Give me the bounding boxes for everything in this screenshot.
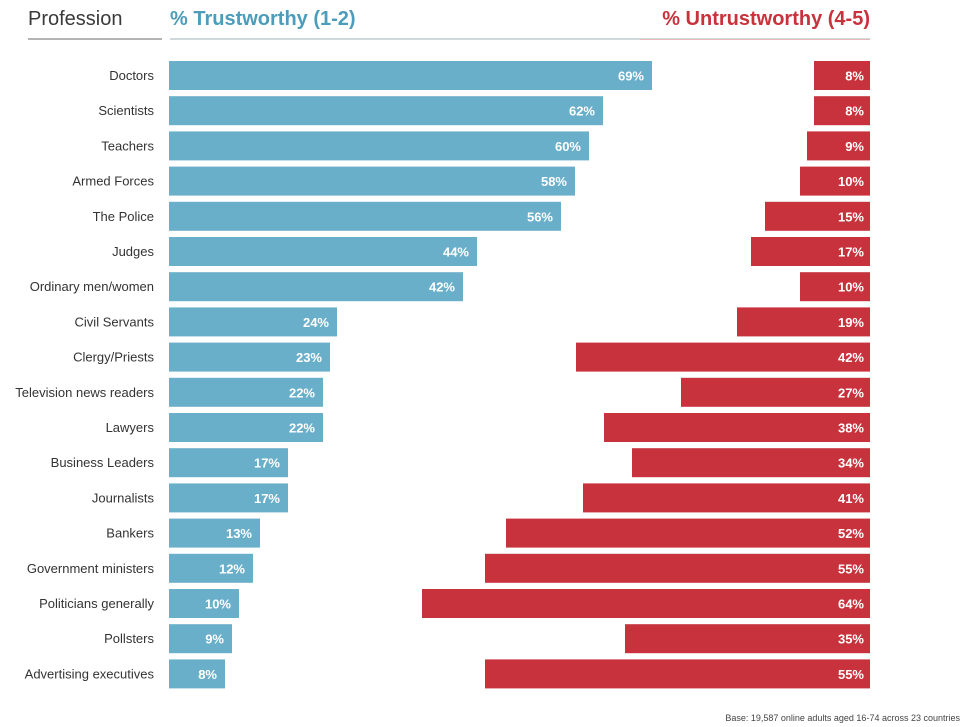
profession-header-rule (28, 38, 162, 40)
trustworthy-value-label: 24% (303, 315, 329, 330)
trustworthy-bar (169, 96, 603, 126)
trustworthy-value-label: 8% (198, 667, 217, 682)
trustworthy-bar (169, 237, 477, 266)
category-label: Television news readers (15, 385, 154, 400)
untrustworthy-value-label: 8% (845, 104, 864, 119)
untrustworthy-value-label: 52% (838, 526, 864, 541)
untrustworthy-value-label: 55% (838, 667, 864, 682)
untrustworthy-value-label: 17% (838, 245, 864, 260)
trustworthy-header: % Trustworthy (1-2) (170, 8, 356, 30)
category-label: Armed Forces (72, 174, 154, 189)
trustworthy-value-label: 56% (527, 209, 553, 224)
trustworthy-value-label: 17% (254, 491, 280, 506)
category-label: Politicians generally (39, 596, 154, 611)
untrustworthy-value-label: 10% (838, 174, 864, 189)
category-label: Pollsters (104, 631, 154, 646)
untrustworthy-value-label: 38% (838, 421, 864, 436)
untrustworthy-value-label: 10% (838, 280, 864, 295)
untrustworthy-bar (583, 483, 870, 513)
trustworthy-bar (169, 131, 589, 161)
untrustworthy-value-label: 35% (838, 632, 864, 647)
untrustworthy-bar (632, 448, 870, 478)
category-label: Lawyers (106, 420, 155, 435)
untrustworthy-header: % Untrustworthy (4-5) (662, 8, 870, 30)
category-label: Bankers (106, 526, 154, 541)
untrustworthy-bar (625, 624, 870, 654)
trustworthy-value-label: 69% (618, 69, 644, 84)
trustworthy-bar (169, 377, 323, 407)
trustworthy-value-label: 10% (205, 597, 231, 612)
trustworthy-value-label: 42% (429, 280, 455, 295)
category-label: Clergy/Priests (73, 350, 154, 365)
trustworthy-value-label: 62% (569, 104, 595, 119)
untrustworthy-value-label: 27% (838, 385, 864, 400)
untrustworthy-value-label: 34% (838, 456, 864, 471)
trustworthy-bar (169, 307, 337, 337)
category-label: Business Leaders (51, 455, 155, 470)
untrustworthy-value-label: 55% (838, 561, 864, 576)
trustworthy-bar (169, 483, 288, 513)
category-label: Journalists (92, 490, 155, 505)
base-note: Base: 19,587 online adults aged 16-74 ac… (725, 713, 960, 723)
untrustworthy-bar (681, 377, 870, 407)
untrustworthy-bar (814, 96, 870, 126)
untrustworthy-value-label: 15% (838, 209, 864, 224)
trustworthy-bar (169, 166, 575, 196)
trustworthy-value-label: 58% (541, 174, 567, 189)
trustworthy-bar (169, 624, 232, 654)
trustworthy-value-label: 12% (219, 561, 245, 576)
untrust-header-rule (640, 39, 870, 40)
trustworthy-bar (169, 201, 561, 231)
trustworthy-bar (169, 413, 323, 442)
untrustworthy-value-label: 42% (838, 350, 864, 365)
category-label: Advertising executives (25, 666, 155, 681)
trustworthy-bar (169, 342, 330, 372)
category-label: Scientists (98, 103, 154, 118)
untrustworthy-value-label: 64% (838, 597, 864, 612)
category-label: Judges (112, 244, 154, 259)
untrustworthy-bar (814, 61, 870, 90)
trustworthy-bar (169, 553, 253, 583)
category-label: Ordinary men/women (30, 279, 154, 294)
untrustworthy-bar (765, 201, 870, 231)
category-label: Government ministers (27, 561, 155, 576)
trustworthy-bar (169, 272, 463, 302)
untrustworthy-value-label: 9% (845, 139, 864, 154)
trust-header-rule (170, 38, 870, 40)
trustworthy-bar (169, 659, 225, 689)
untrustworthy-value-label: 41% (838, 491, 864, 506)
trustworthy-value-label: 9% (205, 632, 224, 647)
untrustworthy-bar (422, 589, 870, 618)
trustworthy-value-label: 23% (296, 350, 322, 365)
trustworthy-value-label: 17% (254, 456, 280, 471)
trustworthy-value-label: 22% (289, 385, 315, 400)
category-label: Civil Servants (75, 314, 155, 329)
untrustworthy-value-label: 19% (838, 315, 864, 330)
trustworthy-bar (169, 518, 260, 548)
untrustworthy-bar (604, 413, 870, 442)
category-label: Doctors (109, 68, 154, 83)
trustworthy-bar (169, 448, 288, 478)
untrustworthy-bar (485, 659, 870, 689)
trustworthy-value-label: 44% (443, 245, 469, 260)
trustworthy-bar (169, 61, 652, 90)
untrustworthy-bar (506, 518, 870, 548)
trustworthy-value-label: 22% (289, 421, 315, 436)
profession-header: Profession (28, 8, 123, 30)
untrustworthy-bar (800, 272, 870, 302)
category-label: The Police (93, 209, 154, 224)
trustworthy-value-label: 13% (226, 526, 252, 541)
untrustworthy-bar (751, 237, 870, 266)
untrustworthy-bar (800, 166, 870, 196)
category-label: Teachers (101, 138, 154, 153)
untrustworthy-bar (807, 131, 870, 161)
untrustworthy-value-label: 8% (845, 69, 864, 84)
trustworthy-bar (169, 589, 239, 618)
untrustworthy-bar (737, 307, 870, 337)
untrustworthy-bar (485, 553, 870, 583)
trustworthy-value-label: 60% (555, 139, 581, 154)
untrustworthy-bar (576, 342, 870, 372)
